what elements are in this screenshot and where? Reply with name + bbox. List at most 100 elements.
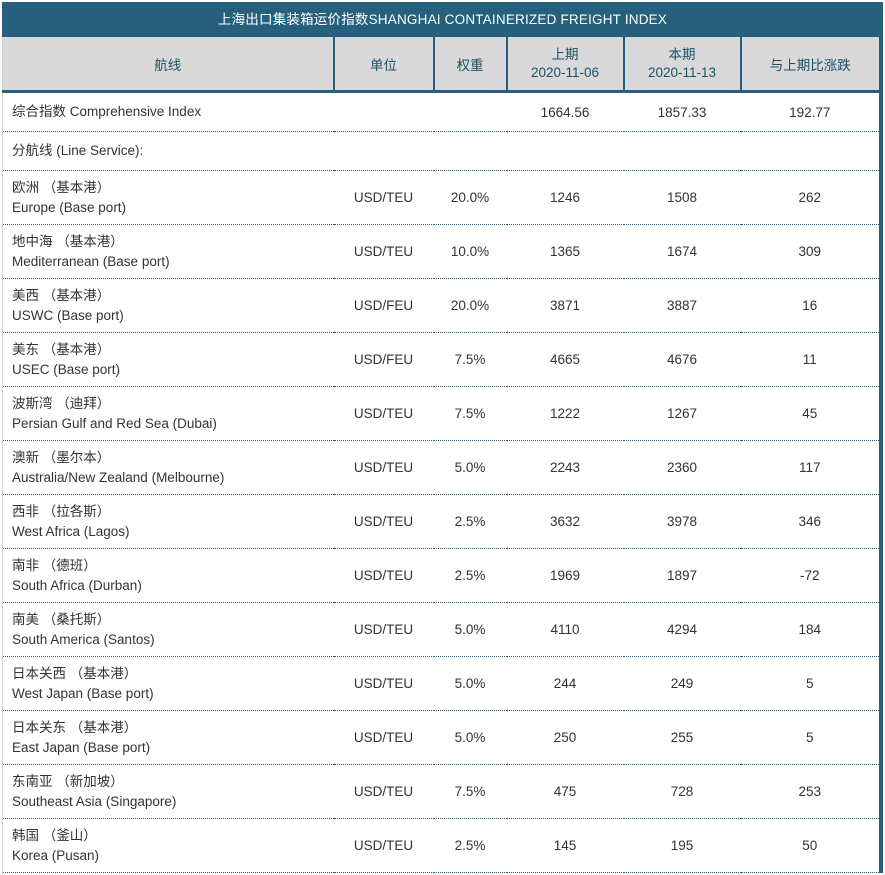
- route-cell: 南非 （德班） South Africa (Durban): [2, 548, 334, 603]
- header-previous-date: 2020-11-06: [530, 64, 600, 80]
- table-row: 日本关东 （基本港） East Japan (Base port) USD/TE…: [2, 710, 881, 765]
- current-cell: 249: [623, 656, 741, 711]
- change-cell: 309: [740, 224, 881, 279]
- route-cell: 日本关西 （基本港） West Japan (Base port): [2, 656, 334, 711]
- change-cell: 346: [740, 494, 881, 549]
- table-row: 综合指数 Comprehensive Index 1664.56 1857.33…: [2, 91, 881, 132]
- weight-cell: 2.5%: [433, 494, 507, 549]
- table-header: 航线 单位 权重 上期 2020-11-06 本期 2020-11-13 与上期: [2, 37, 881, 93]
- weight-cell: 20.0%: [433, 278, 507, 333]
- route-cell: 分航线 (Line Service):: [2, 131, 334, 171]
- unit-cell: USD/FEU: [333, 332, 434, 387]
- route-name-en: Europe (Base port): [12, 199, 127, 215]
- header-route: 航线: [2, 37, 334, 93]
- change-cell: -72: [740, 548, 881, 603]
- current-cell: [623, 131, 741, 171]
- unit-cell: USD/TEU: [333, 602, 434, 657]
- weight-cell: 7.5%: [433, 332, 507, 387]
- current-cell: 1857.33: [623, 91, 741, 132]
- header-unit: 单位: [332, 37, 434, 93]
- header-route-label: 航线: [154, 57, 182, 73]
- current-cell: 1897: [623, 548, 741, 603]
- header-unit-label: 单位: [370, 57, 397, 73]
- previous-cell: 1664.56: [506, 91, 624, 132]
- change-cell: 45: [740, 386, 881, 441]
- route-name-en: South America (Santos): [12, 631, 155, 647]
- unit-cell: USD/TEU: [333, 386, 434, 441]
- change-cell: 16: [740, 278, 881, 333]
- current-cell: 728: [623, 764, 741, 819]
- route-cell: 西非 （拉各斯） West Africa (Lagos): [2, 494, 334, 549]
- route-name-en: Southeast Asia (Singapore): [12, 793, 177, 809]
- table-row: 欧洲 （基本港） Europe (Base port) USD/TEU 20.0…: [2, 170, 881, 225]
- route-name-cn: 美西 （基本港）: [12, 287, 111, 303]
- unit-cell: USD/TEU: [333, 656, 434, 711]
- table-row: 美西 （基本港） USWC (Base port) USD/FEU 20.0% …: [2, 278, 881, 333]
- current-cell: 1508: [623, 170, 741, 225]
- header-current-date: 2020-11-13: [647, 64, 717, 80]
- route-cell: 南美 （桑托斯） South America (Santos): [2, 602, 334, 657]
- current-cell: 4676: [623, 332, 741, 387]
- scfi-table: 航线 单位 权重 上期 2020-11-06 本期 2020-11-13 与上期: [2, 37, 883, 873]
- header-change: 与上期比涨跌: [739, 37, 881, 93]
- change-cell: 192.77: [740, 91, 881, 132]
- header-current-period: 本期 2020-11-13: [622, 37, 741, 93]
- previous-cell: 475: [506, 764, 624, 819]
- table-row: 西非 （拉各斯） West Africa (Lagos) USD/TEU 2.5…: [2, 494, 881, 549]
- header-change-label: 与上期比涨跌: [769, 57, 851, 73]
- route-name-cn: 日本关西 （基本港）: [12, 665, 138, 681]
- previous-cell: 4665: [506, 332, 624, 387]
- current-cell: 1267: [623, 386, 741, 441]
- header-weight-label: 权重: [456, 57, 484, 73]
- route-name-cn: 南非 （德班）: [12, 557, 97, 573]
- route-name-cn: 美东 （基本港）: [12, 341, 111, 357]
- previous-cell: 1365: [506, 224, 624, 279]
- route-name-cn: 地中海 （基本港）: [12, 233, 124, 249]
- current-cell: 255: [623, 710, 741, 765]
- change-cell: 50: [740, 818, 881, 873]
- weight-cell: 7.5%: [433, 764, 507, 819]
- change-cell: 5: [740, 710, 881, 765]
- change-cell: 184: [740, 602, 881, 657]
- table-row: 日本关西 （基本港） West Japan (Base port) USD/TE…: [2, 656, 881, 711]
- route-name-en: South Africa (Durban): [12, 577, 142, 593]
- unit-cell: USD/TEU: [333, 440, 434, 495]
- header-row: 航线 单位 权重 上期 2020-11-06 本期 2020-11-13 与上期: [2, 37, 881, 93]
- route-name-cn: 东南亚 （新加坡）: [12, 773, 124, 789]
- route-name-cn: 波斯湾 （迪拜）: [12, 395, 111, 411]
- unit-cell: USD/TEU: [333, 818, 434, 873]
- current-cell: 195: [623, 818, 741, 873]
- previous-cell: 3871: [506, 278, 624, 333]
- weight-cell: 2.5%: [433, 548, 507, 603]
- route-name-cn: 欧洲 （基本港）: [12, 179, 111, 195]
- route-name-cn: 韩国 （釜山）: [12, 827, 97, 843]
- current-cell: 4294: [623, 602, 741, 657]
- table-row: 波斯湾 （迪拜） Persian Gulf and Red Sea (Dubai…: [2, 386, 881, 441]
- previous-cell: 2243: [506, 440, 624, 495]
- change-cell: [740, 131, 881, 171]
- route-name-en: Australia/New Zealand (Melbourne): [12, 469, 225, 485]
- previous-cell: 145: [506, 818, 624, 873]
- table-row: 南非 （德班） South Africa (Durban) USD/TEU 2.…: [2, 548, 881, 603]
- route-cell: 澳新 （墨尔本） Australia/New Zealand (Melbourn…: [2, 440, 334, 495]
- route-cell: 美东 （基本港） USEC (Base port): [2, 332, 334, 387]
- previous-cell: 3632: [506, 494, 624, 549]
- current-cell: 1674: [623, 224, 741, 279]
- header-current-label: 本期: [668, 46, 696, 62]
- route-name-cn: 澳新 （墨尔本）: [12, 449, 111, 465]
- change-cell: 262: [740, 170, 881, 225]
- weight-cell: [433, 131, 507, 171]
- route-name-cn: 日本关东 （基本港）: [12, 719, 138, 735]
- route-name-en: West Africa (Lagos): [12, 523, 130, 539]
- table-row: 地中海 （基本港） Mediterranean (Base port) USD/…: [2, 224, 881, 279]
- unit-cell: USD/TEU: [333, 170, 434, 225]
- previous-cell: 250: [506, 710, 624, 765]
- current-cell: 3978: [623, 494, 741, 549]
- table-body: 综合指数 Comprehensive Index 1664.56 1857.33…: [2, 91, 881, 873]
- unit-cell: USD/TEU: [333, 710, 434, 765]
- previous-cell: 1222: [506, 386, 624, 441]
- route-cell: 波斯湾 （迪拜） Persian Gulf and Red Sea (Dubai…: [2, 386, 334, 441]
- route-name-cn: 西非 （拉各斯）: [12, 503, 111, 519]
- route-name-en: Korea (Pusan): [12, 847, 100, 863]
- weight-cell: 5.0%: [433, 656, 507, 711]
